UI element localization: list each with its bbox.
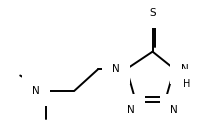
Text: H: H <box>183 79 190 89</box>
Text: N: N <box>181 64 189 74</box>
Text: N: N <box>127 105 135 115</box>
Text: N: N <box>32 86 40 96</box>
Text: S: S <box>149 8 156 18</box>
Text: N: N <box>170 105 178 115</box>
Text: N: N <box>112 64 120 74</box>
